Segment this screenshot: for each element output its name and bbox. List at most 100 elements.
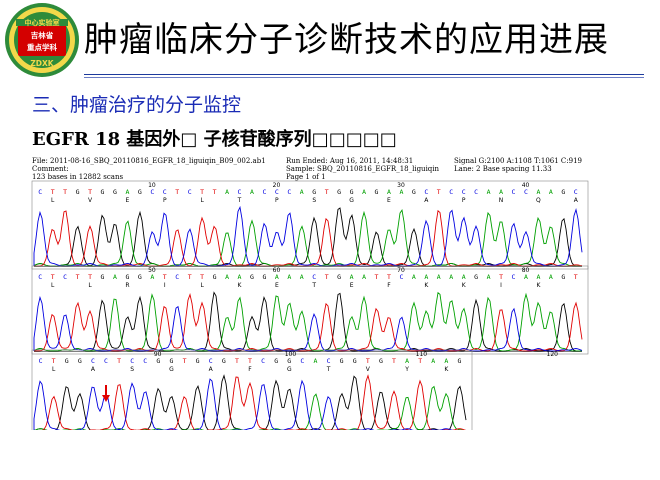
trace-c <box>33 295 583 352</box>
amino-acid-letter: F <box>248 366 252 373</box>
base-call-letter: G <box>561 188 565 196</box>
amino-acid-letter: Q <box>536 197 541 204</box>
amino-acid-letter: L <box>88 282 92 289</box>
base-call-letter: C <box>238 188 242 196</box>
base-call-letter: G <box>262 273 266 281</box>
amino-acid-letter: L <box>200 197 204 204</box>
position-tick-label: 60 <box>273 267 281 274</box>
amino-acid-letter: A <box>91 366 96 373</box>
base-call-letter: T <box>51 273 55 281</box>
base-call-letter: G <box>312 188 316 196</box>
base-call-letter: T <box>88 188 92 196</box>
base-call-letter: G <box>474 273 478 281</box>
amino-acid-letter: K <box>536 282 541 289</box>
base-call-letter: C <box>130 357 134 365</box>
base-call-letter: T <box>163 273 167 281</box>
base-call-letter: C <box>449 188 453 196</box>
base-call-letter: A <box>437 273 441 281</box>
trace-file: File: 2011-08-16_SBQ_20110816_EGFR_18_li… <box>32 157 266 165</box>
logo-line2: 吉林省 <box>31 30 54 40</box>
base-call-letter: G <box>101 273 105 281</box>
base-call-letter: C <box>91 357 95 365</box>
amino-acid-letter: G <box>287 366 292 373</box>
base-call-letter: A <box>536 273 540 281</box>
base-call-letter: C <box>574 188 578 196</box>
figure-caption: EGFR 18 基因外□ 子核苷酸序列□□□□□ <box>32 129 397 150</box>
base-call-letter: G <box>169 357 173 365</box>
amino-acid-letter: S <box>312 197 316 204</box>
amino-acid-letter: T <box>311 282 316 289</box>
base-call-letter: G <box>412 188 416 196</box>
base-call-letter: A <box>300 188 304 196</box>
base-call-letter: A <box>300 273 304 281</box>
base-call-letter: T <box>325 188 329 196</box>
position-tick-label: 120 <box>547 351 559 358</box>
position-tick-label: 30 <box>397 182 405 189</box>
base-call-letter: G <box>196 357 200 365</box>
base-call-letter: C <box>39 357 43 365</box>
base-call-letter: T <box>392 357 396 365</box>
base-call-letter: T <box>235 357 239 365</box>
amino-acid-letter: L <box>52 366 56 373</box>
base-call-letter: A <box>536 188 540 196</box>
base-call-letter: C <box>63 273 67 281</box>
base-call-letter: G <box>138 273 142 281</box>
amino-acid-letter: S <box>130 366 134 373</box>
trace-signal: Signal G:2100 A:1108 T:1061 C:919 <box>454 157 582 165</box>
trace-row-frame <box>31 349 473 430</box>
base-call-letter: C <box>327 357 331 365</box>
amino-acid-letter: E <box>275 282 279 289</box>
base-call-letter: A <box>405 357 409 365</box>
base-call-letter: C <box>262 188 266 196</box>
base-call-letter: G <box>156 357 160 365</box>
trace-comment: Comment: <box>32 165 69 173</box>
amino-acid-letter: L <box>200 282 204 289</box>
amino-acid-letter: T <box>237 197 242 204</box>
base-call-letter: A <box>424 273 428 281</box>
base-call-letter: T <box>63 188 67 196</box>
base-call-letter: G <box>250 273 254 281</box>
title-divider <box>84 74 644 75</box>
base-call-letter: A <box>431 357 435 365</box>
position-tick-label: 20 <box>273 182 281 189</box>
base-call-letter: C <box>474 188 478 196</box>
amino-acid-letter: P <box>275 197 279 204</box>
down-arrow-icon-head <box>102 395 110 402</box>
section-heading: 三、肿瘤治疗的分子监控 <box>32 94 242 116</box>
base-call-letter: C <box>462 188 466 196</box>
base-call-letter: T <box>418 357 422 365</box>
base-call-letter: G <box>337 273 341 281</box>
base-call-letter: G <box>337 188 341 196</box>
base-call-letter: A <box>113 273 117 281</box>
base-call-letter: A <box>238 273 242 281</box>
amino-acid-letter: K <box>238 282 243 289</box>
base-call-letter: A <box>225 188 229 196</box>
base-call-letter: G <box>222 357 226 365</box>
base-call-letter: C <box>209 357 213 365</box>
base-call-letter: A <box>549 188 553 196</box>
base-call-letter: T <box>51 188 55 196</box>
base-call-letter: T <box>366 357 370 365</box>
base-call-letter: A <box>399 188 403 196</box>
position-tick-label: 100 <box>285 351 297 358</box>
logo-line1: 中心实验室 <box>25 18 60 27</box>
amino-acid-letter: L <box>51 197 55 204</box>
base-call-letter: G <box>76 188 80 196</box>
base-call-letter: C <box>38 273 42 281</box>
amino-acid-letter: P <box>462 197 466 204</box>
logo-line3: 重点学科 <box>27 42 57 52</box>
base-call-letter: C <box>38 188 42 196</box>
base-call-letter: G <box>353 357 357 365</box>
base-call-letter: A <box>287 273 291 281</box>
amino-acid-letter: E <box>350 282 354 289</box>
base-call-letter: A <box>487 188 491 196</box>
trace-bases: 123 bases in 12882 scans <box>32 173 124 181</box>
base-call-letter: C <box>175 273 179 281</box>
amino-acid-letter: R <box>125 282 129 289</box>
base-call-letter: G <box>340 357 344 365</box>
trace-c <box>33 205 583 267</box>
base-call-letter: C <box>163 188 167 196</box>
amino-acid-letter: G <box>169 366 174 373</box>
base-call-letter: G <box>457 357 461 365</box>
base-call-letter: C <box>512 188 516 196</box>
